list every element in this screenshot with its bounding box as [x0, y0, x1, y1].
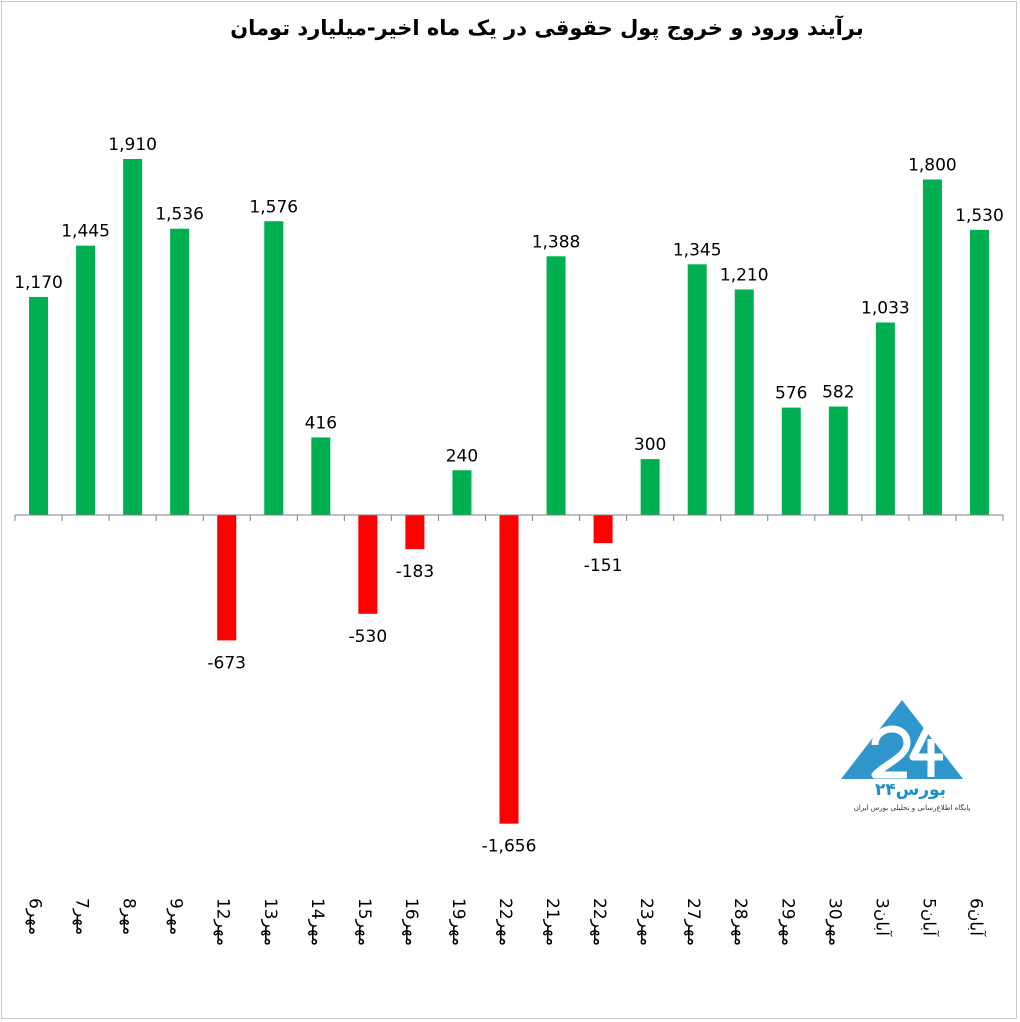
- bar-8: [358, 515, 378, 614]
- data-label-2: 1,445: [61, 222, 110, 242]
- category-label-2: 7مهر: [72, 898, 92, 935]
- category-label-4: 9مهر: [166, 898, 186, 935]
- data-label-21: 1,530: [955, 206, 1004, 226]
- category-label-19: 3آبان: [871, 898, 893, 937]
- logo-tagline-text: پایگاه اطلاع‌رسانی و تحلیلی بورس ایران: [853, 804, 971, 812]
- data-label-12: 1,388: [532, 232, 581, 252]
- data-label-19: 1,033: [861, 298, 910, 318]
- category-label-5: 12مهر: [213, 898, 233, 946]
- bars-group: [29, 159, 989, 824]
- category-label-6: 13مهر: [260, 898, 280, 946]
- category-label-11: 22مهر: [495, 898, 515, 946]
- data-label-17: 576: [775, 384, 807, 404]
- category-label-1: 6مهر: [25, 898, 45, 935]
- data-label-6: 1,576: [249, 197, 298, 217]
- bar-1: [29, 296, 49, 515]
- bar-4: [170, 228, 190, 515]
- bar-12: [546, 256, 566, 515]
- data-label-9: -183: [396, 562, 435, 582]
- bar-9: [405, 515, 425, 550]
- data-label-13: -151: [584, 556, 623, 576]
- category-label-8: 15مهر: [354, 898, 374, 946]
- data-label-18: 582: [822, 383, 854, 403]
- category-label-20: 5آبان: [918, 898, 940, 937]
- bar-20: [922, 179, 942, 515]
- bar-6: [264, 221, 284, 515]
- logo-brand-text: بورس۲۴: [875, 780, 947, 800]
- bar-14: [640, 459, 660, 515]
- bar-15: [687, 264, 707, 515]
- bar-10: [452, 470, 472, 515]
- data-label-16: 1,210: [720, 265, 769, 285]
- category-labels-group: 6مهر 7مهر 8مهر 9مهر 12مهر 13مهر 14مهر 15مهر 16مه…: [25, 898, 988, 946]
- category-label-15: 27مهر: [683, 898, 703, 946]
- data-label-1: 1,170: [14, 273, 63, 293]
- bar-3: [123, 159, 143, 515]
- category-label-14: 23مهر: [636, 898, 656, 946]
- bar-21: [969, 229, 989, 516]
- category-label-16: 28مهر: [730, 898, 750, 946]
- bar-13: [593, 515, 613, 544]
- bar-16: [734, 289, 754, 515]
- chart-title: برآیند ورود و خروج پول حقوقی در یک ماه ا…: [230, 16, 864, 40]
- category-label-7: 14مهر: [307, 898, 327, 946]
- bar-2: [76, 245, 96, 515]
- data-label-8: -530: [349, 627, 388, 647]
- category-label-13: 22مهر: [589, 898, 609, 946]
- bar-7: [311, 437, 331, 515]
- bar-11: [499, 515, 519, 824]
- category-label-21: 6آبان: [965, 898, 987, 937]
- category-label-18: 30مهر: [824, 898, 844, 946]
- category-label-9: 16مهر: [401, 898, 421, 946]
- data-label-4: 1,536: [155, 205, 204, 225]
- bar-18: [828, 406, 848, 515]
- data-label-5: -673: [207, 653, 246, 673]
- category-label-3: 8مهر: [119, 898, 139, 935]
- bar-19: [875, 322, 895, 515]
- bar-5: [217, 515, 237, 641]
- category-label-17: 29مهر: [777, 898, 797, 946]
- category-label-12: 21مهر: [542, 898, 562, 946]
- data-label-7: 416: [305, 413, 337, 433]
- data-label-11: -1,656: [482, 837, 537, 857]
- data-label-20: 1,800: [908, 156, 957, 176]
- data-label-10: 240: [446, 446, 478, 466]
- category-label-10: 19مهر: [448, 898, 468, 946]
- value-labels-group: 1,170 1,445 1,910 1,536 -673 1,576 416 -530 -183…: [14, 135, 1004, 857]
- bar-17: [781, 407, 801, 515]
- data-label-15: 1,345: [673, 240, 722, 260]
- bourse24-logo-icon: [841, 700, 963, 779]
- data-label-3: 1,910: [108, 135, 157, 155]
- x-axis: [14, 514, 1004, 521]
- data-label-14: 300: [634, 435, 666, 455]
